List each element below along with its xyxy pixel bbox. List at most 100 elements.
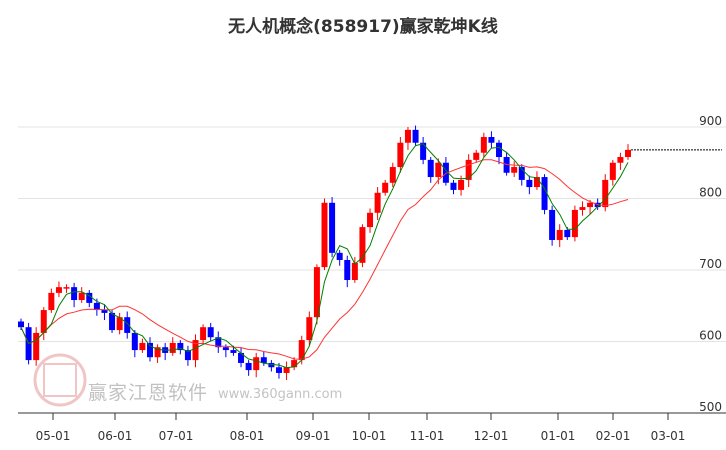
candle-down [450,182,457,190]
candle-up [359,227,366,263]
candle-down [177,342,184,351]
candle-up [382,182,389,193]
candle-down [230,350,237,353]
y-tick-label: 500 [699,400,722,414]
candle-down [222,347,229,351]
candle-down [526,179,533,188]
x-tick-label: 06-01 [98,429,133,443]
watermark-name: 赢家江恩软件 [88,382,209,404]
candle-down [93,302,100,311]
candle-down [71,287,78,301]
y-tick-label: 600 [699,329,722,343]
candle-up [397,142,404,168]
x-tick-label: 03-01 [651,429,686,443]
candle-up [458,179,465,190]
candle-up [602,179,609,208]
candle-up [154,347,161,358]
candle-up [374,192,381,213]
candle-up [321,202,328,268]
candle-down [488,137,495,143]
candle-down [146,342,153,358]
candle-down [564,229,571,238]
candle-up [617,157,624,163]
candle-up [511,167,518,173]
candle-down [260,357,267,363]
candle-up [435,162,442,178]
candle-up [404,129,411,143]
x-tick-label: 08-01 [230,429,265,443]
candle-up [625,149,631,158]
candle-down [238,352,245,363]
candle-up [579,207,586,210]
x-tick-label: 02-01 [596,429,631,443]
watermark-seal [32,352,88,412]
candle-down [207,327,214,338]
candle-down [336,252,343,260]
candle-up [306,317,313,341]
candle-up [139,342,146,351]
x-tick-label: 11-01 [410,429,445,443]
candle-down [412,129,419,143]
x-tick-label: 09-01 [296,429,331,443]
candle-up [367,212,374,228]
candle-up [298,340,305,361]
candle-up [48,292,55,311]
candle-up [480,137,487,153]
candle-up [351,262,358,281]
candle-up [291,360,298,368]
candle-down [109,312,116,331]
x-tick-label: 05-01 [36,429,71,443]
x-tick-label: 12-01 [474,429,509,443]
candle-up [78,292,85,301]
candle-down [268,362,275,368]
candle-down [86,292,93,303]
chart-title: 无人机概念(858917)赢家乾坤K线 [228,17,498,37]
x-tick-label: 01-01 [541,429,576,443]
candle-up [63,287,70,289]
y-tick-label: 700 [699,257,722,271]
x-tick-label: 07-01 [159,429,194,443]
candle-down [518,167,525,180]
candle-up [473,152,480,160]
candle-up [40,310,47,333]
candle-down [245,362,252,371]
candle-down [420,142,427,160]
candle-down [344,259,351,281]
candle-down [496,142,503,158]
ma-long-line [20,159,629,360]
candle-up [253,357,260,371]
x-tick-label: 10-01 [352,429,387,443]
candle-up [313,267,320,318]
candle-up [116,317,123,331]
candle-down [275,367,282,373]
watermark-url: www.360gann.com [218,387,343,402]
candle-up [389,167,396,183]
candle-down [541,177,548,210]
candle-down [329,202,336,253]
candle-up [283,367,290,373]
candle-up [587,202,594,208]
candle-down [442,162,449,183]
candle-down [18,321,24,328]
candle-up [200,327,207,341]
candle-down [427,159,434,178]
candle-down [184,350,191,361]
candle-up [571,209,578,238]
candle-up [192,340,199,361]
candle-down [124,317,131,333]
candle-down [101,310,108,313]
y-tick-label: 900 [699,114,722,128]
candle-up [465,159,472,180]
candle-up [55,287,62,293]
candle-up [169,342,176,353]
candle-up [533,177,540,188]
candle-up [609,162,616,180]
candle-up [556,229,563,240]
candle-up [33,332,40,361]
candle-down [549,209,556,240]
candle-down [131,332,138,351]
candle-down [215,337,222,348]
ma-short-line [20,143,629,369]
y-tick-label: 800 [699,186,722,200]
